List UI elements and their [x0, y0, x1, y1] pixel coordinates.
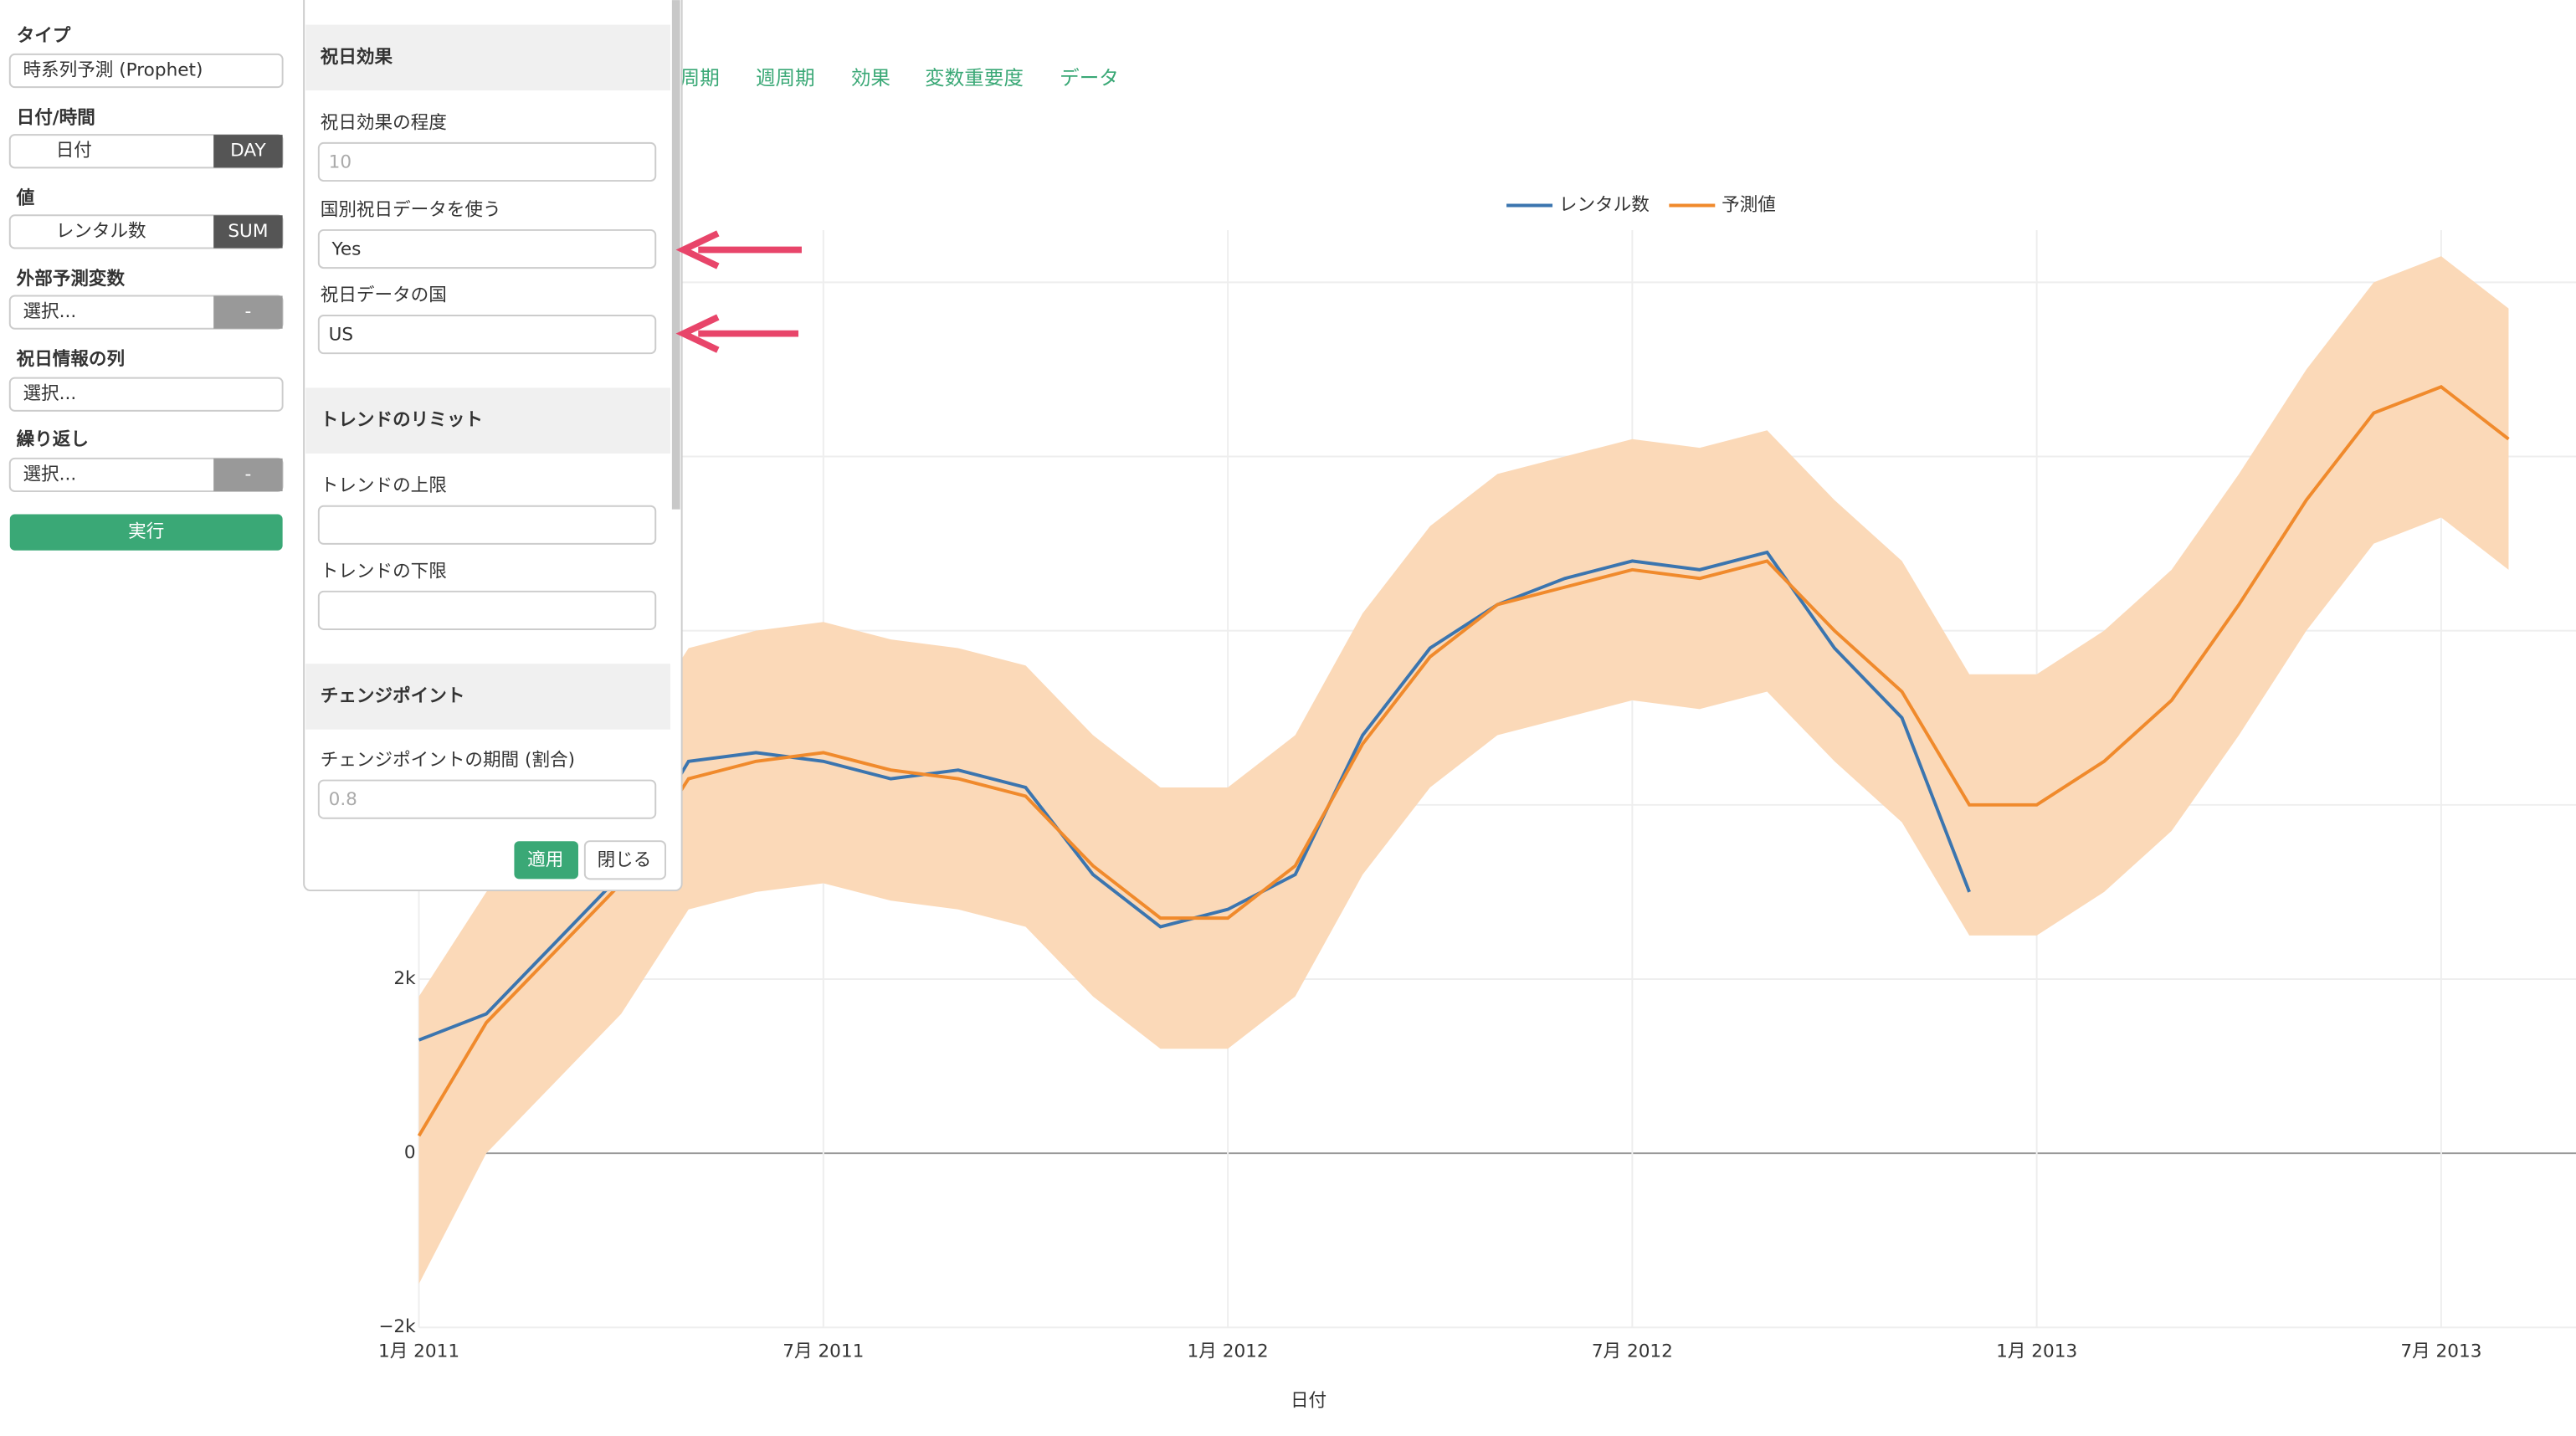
- x-tick-label: 7月 2011: [783, 1341, 864, 1362]
- label: チェンジポイントの期間 (割合): [321, 750, 575, 771]
- value: レンタル数: [56, 221, 146, 242]
- select[interactable]: [317, 228, 657, 269]
- y-tick-label: 2k: [393, 968, 416, 989]
- agg-button[interactable]: [213, 215, 283, 249]
- select[interactable]: [8, 377, 284, 412]
- section-title: トレンドのリミット: [321, 410, 483, 431]
- tab[interactable]: データ: [1060, 66, 1119, 90]
- x-axis-title: 日付: [1291, 1391, 1326, 1412]
- input[interactable]: [317, 779, 657, 819]
- unit: DAY: [230, 141, 266, 162]
- section-title: チェンジポイント: [321, 685, 465, 706]
- y-tick-label: 0: [404, 1142, 416, 1163]
- value: 選択...: [23, 301, 76, 322]
- close-button[interactable]: [583, 840, 667, 880]
- apply-text: 適用: [527, 850, 563, 871]
- y-tick-label: −2k: [378, 1316, 416, 1337]
- sidebar: タイプ 時系列予測 (Prophet) 日付/時間 日付 DAY 値 レンタル数…: [8, 25, 284, 551]
- agg: SUM: [228, 221, 268, 242]
- value: 選択...: [23, 464, 76, 485]
- label: 祝日情報の列: [17, 348, 125, 370]
- tabs: 周期 週周期 効果 変数重要度 データ: [680, 66, 1119, 90]
- label: トレンドの下限: [321, 561, 447, 582]
- x-tick-label: 1月 2013: [1996, 1341, 2077, 1362]
- placeholder: 10: [329, 151, 352, 172]
- label: 祝日効果の程度: [321, 112, 447, 133]
- legend-label: 予測値: [1722, 195, 1776, 216]
- run-button[interactable]: [9, 514, 283, 551]
- value: 日付: [56, 141, 92, 162]
- tab[interactable]: 変数重要度: [925, 66, 1024, 90]
- input[interactable]: [317, 141, 657, 182]
- tab[interactable]: 週周期: [756, 66, 815, 90]
- section-header: [305, 664, 670, 730]
- value: Yes: [331, 239, 362, 260]
- label: 日付/時間: [17, 107, 95, 128]
- button-text: -: [245, 464, 252, 485]
- label: 祝日データの国: [321, 285, 447, 305]
- label: トレンドの上限: [321, 475, 447, 496]
- close-text: 閉じる: [598, 850, 652, 871]
- section-title: 祝日効果: [321, 46, 393, 68]
- x-tick-label: 1月 2012: [1188, 1341, 1269, 1362]
- input[interactable]: [317, 315, 657, 355]
- input[interactable]: [317, 505, 657, 545]
- value: 時系列予測 (Prophet): [23, 60, 203, 81]
- button-text: -: [245, 301, 252, 322]
- confidence-band: [418, 256, 2509, 1285]
- placeholder: 0.8: [329, 789, 357, 810]
- tab[interactable]: 周期: [680, 66, 720, 90]
- input[interactable]: [317, 590, 657, 630]
- run-text: 実行: [128, 521, 164, 542]
- x-tick-label: 7月 2013: [2400, 1341, 2481, 1362]
- arrow: [675, 230, 802, 353]
- value: US: [329, 325, 354, 346]
- label: 国別祝日データを使う: [321, 199, 501, 220]
- legend-label: レンタル数: [1559, 195, 1650, 216]
- unit-button[interactable]: [213, 135, 283, 168]
- settings-panel: 祝日効果 祝日効果の程度 10 国別祝日データを使う Yes 祝日データの国 U…: [303, 0, 802, 892]
- section-header: [305, 387, 670, 454]
- x-tick-label: 1月 2011: [378, 1341, 459, 1362]
- series-line: [417, 385, 2510, 1137]
- section-header: [305, 24, 670, 91]
- label: 値: [16, 188, 35, 209]
- button[interactable]: [213, 458, 283, 492]
- label: 外部予測変数: [17, 268, 126, 290]
- apply-button[interactable]: [514, 841, 578, 880]
- select[interactable]: [8, 53, 284, 89]
- button[interactable]: [213, 295, 283, 329]
- label: 繰り返し: [17, 428, 89, 450]
- value: 選択...: [23, 383, 76, 404]
- tab[interactable]: 効果: [851, 66, 890, 90]
- x-tick-label: 7月 2012: [1592, 1341, 1673, 1362]
- scrollbar: [671, 0, 680, 510]
- label: タイプ: [17, 25, 71, 46]
